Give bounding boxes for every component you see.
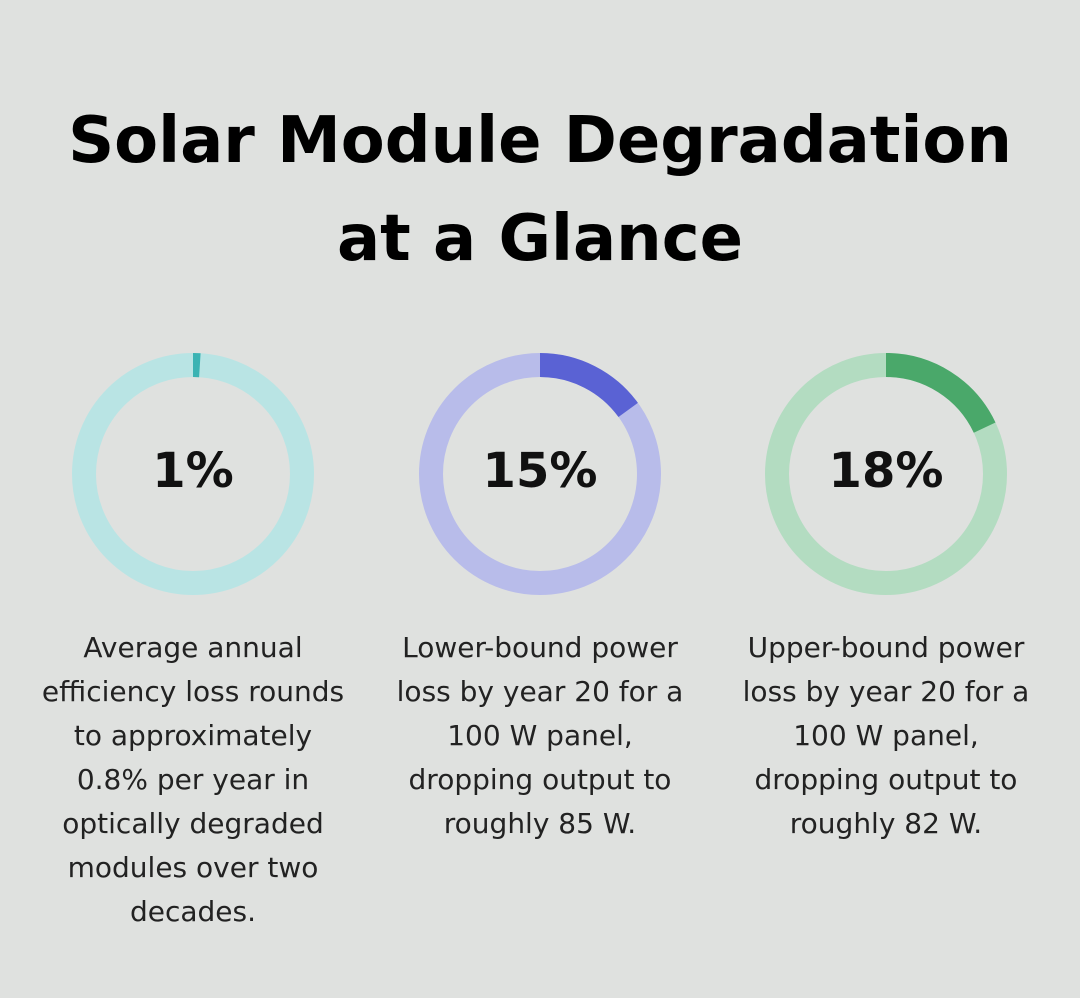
donut-arc [885,353,996,433]
page-title: Solar Module Degradation at a Glance [68,104,1012,276]
value-label: 18% [829,443,944,499]
value-label: 15% [483,443,598,499]
donut-arc [539,353,638,418]
caption: Upper-bound power loss by year 20 for a … [742,631,1030,840]
caption: Average annual efficiency loss rounds to… [41,631,345,928]
value-label: 1% [152,443,234,499]
caption: Lower-bound power loss by year 20 for a … [396,631,684,840]
